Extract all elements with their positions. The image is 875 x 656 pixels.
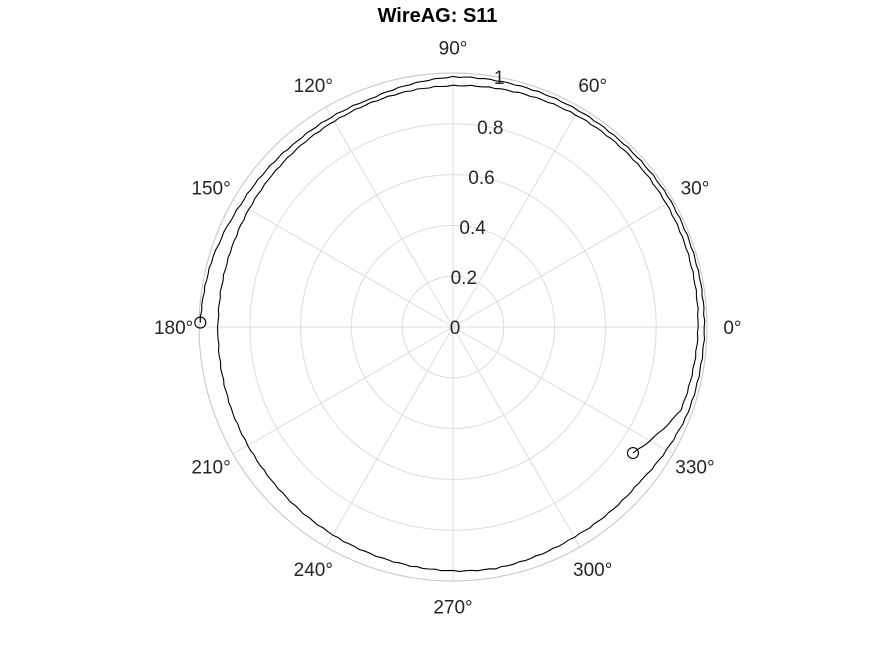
series-end-marker <box>626 446 640 460</box>
angular-grid-line-8 <box>325 326 454 548</box>
angular-grid-line-5 <box>232 199 454 328</box>
angular-grid-line-2 <box>452 106 581 328</box>
polar-grid <box>198 72 708 582</box>
radial-tick-label: 0.6 <box>468 168 494 189</box>
angular-tick-label: 90° <box>439 39 468 60</box>
radial-tick-label: 1 <box>494 68 505 89</box>
angular-grid-line-7 <box>232 326 454 455</box>
angular-tick-label: 60° <box>578 76 607 97</box>
outer-boundary <box>198 72 708 582</box>
angular-grid-line-1 <box>452 199 674 328</box>
radial-tick-label: 0.8 <box>477 118 503 139</box>
angular-grid-line-11 <box>452 326 674 455</box>
angular-tick-label: 180° <box>154 318 193 339</box>
series-line-0 <box>199 75 706 572</box>
angular-grid-line-10 <box>452 326 581 548</box>
angular-tick-label: 240° <box>294 560 333 581</box>
angular-tick-label: 330° <box>675 458 714 479</box>
data-layer <box>194 75 706 572</box>
radial-tick-label: 0.2 <box>451 268 477 289</box>
angular-tick-label: 30° <box>681 178 710 199</box>
chart-title: WireAG: S11 <box>377 5 498 27</box>
radial-tick-label: 0.4 <box>459 218 486 239</box>
angular-tick-label: 0° <box>723 318 741 339</box>
tick-labels: 0 0.2 0.4 0.6 0.8 1 0° 30° 60° 90° 120° 150° 180° 210… <box>154 39 742 619</box>
angular-grid-line-4 <box>325 106 454 328</box>
angular-tick-label: 120° <box>294 76 333 97</box>
angular-tick-label: 150° <box>191 178 230 199</box>
angular-tick-label: 300° <box>573 560 612 581</box>
radial-tick-label: 0 <box>450 318 461 339</box>
angular-tick-label: 210° <box>191 458 230 479</box>
series-start-marker <box>194 316 207 329</box>
angular-tick-label: 270° <box>433 597 472 618</box>
